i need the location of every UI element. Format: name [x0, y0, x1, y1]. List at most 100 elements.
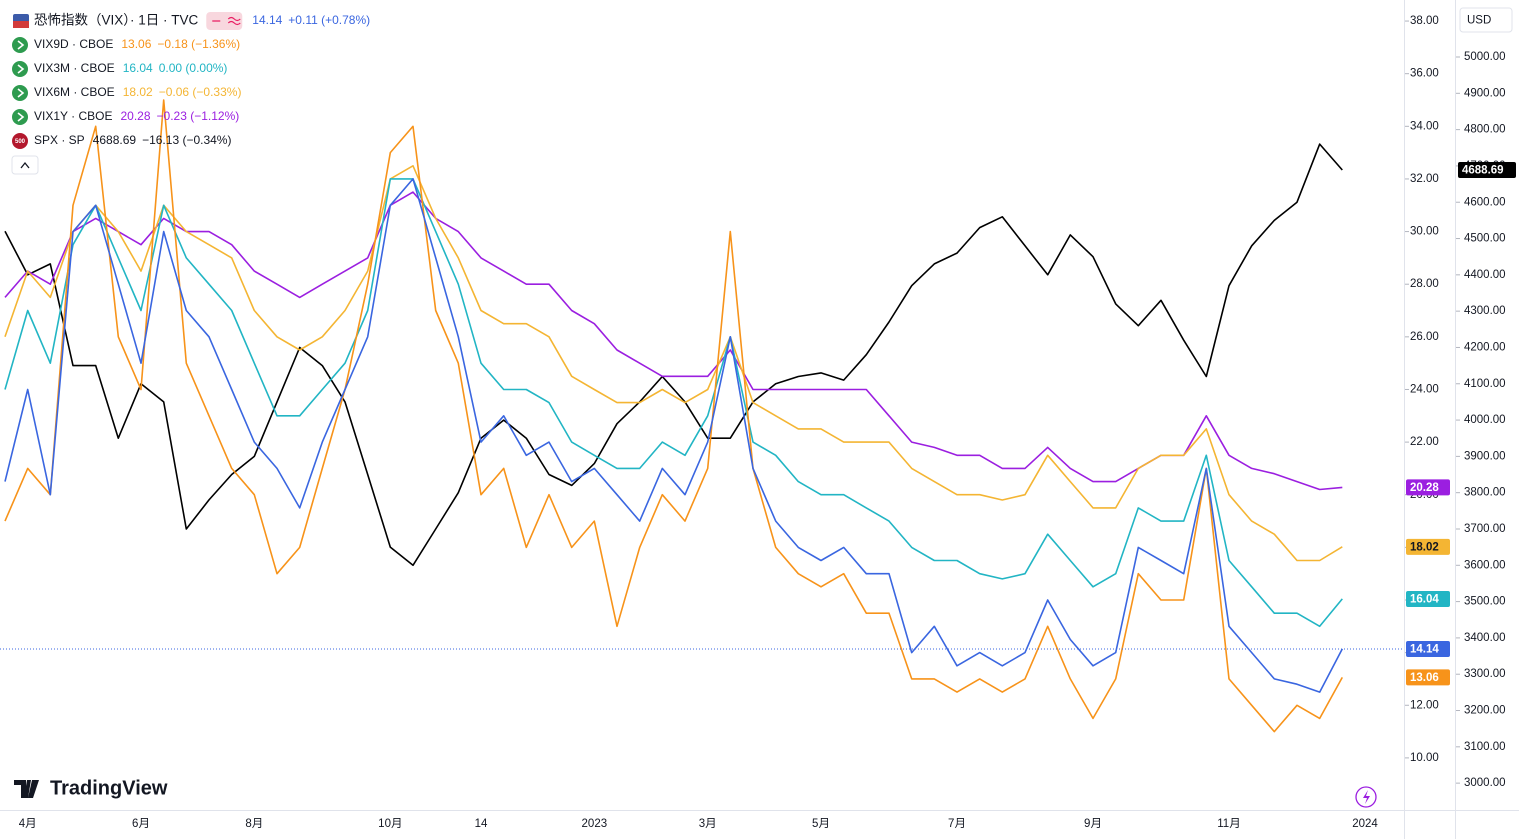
last-value-badge [1406, 640, 1450, 657]
y2-tick-label: 4200.00 [1464, 341, 1506, 353]
y2-tick-label: 4100.00 [1464, 378, 1506, 390]
series-line [4, 143, 1343, 567]
legend-symbol-arrow [17, 88, 25, 98]
y2-tick-label: 4600.00 [1464, 196, 1506, 208]
last-value-label: 20.28 [1410, 482, 1439, 494]
legend-row[interactable]: VIX1Y · CBOE 20.28 −0.23 (−1.12%) [12, 109, 239, 125]
y2-tick-label: 3600.00 [1464, 559, 1506, 571]
legend-row[interactable]: VIX9D · CBOE 13.06 −0.18 (−1.36%) [12, 37, 240, 53]
x-tick-label: 5月 [812, 818, 830, 830]
legend-change: +0.11 (+0.78%) [288, 13, 370, 27]
y-tick-label: 34.00 [1410, 120, 1439, 132]
last-value-badge [1406, 669, 1450, 686]
series-line [4, 178, 1344, 693]
legend-name: SPX · SP [34, 133, 85, 147]
x-tick-label: 14 [475, 818, 488, 830]
legend-change: −16.13 (−0.34%) [142, 133, 231, 147]
currency-label[interactable]: USD [1467, 15, 1491, 27]
y2-tick-label: 5000.00 [1464, 51, 1506, 63]
y-tick-label: 32.00 [1410, 173, 1439, 185]
plot-area [0, 99, 1404, 733]
legend-change: −0.06 (−0.33%) [159, 85, 242, 99]
legend-value: 14.14 [252, 13, 282, 27]
legend-value: 16.04 [123, 61, 153, 75]
brand-logo: TradingView [14, 777, 168, 799]
y-tick-label: 10.00 [1410, 752, 1439, 764]
collapse-legend-button[interactable] [11, 155, 39, 175]
legend-value: 20.28 [120, 109, 150, 123]
last-value-label: 13.06 [1410, 672, 1439, 684]
x-tick-label: 8月 [245, 818, 263, 830]
axes: 4月 6月 8月 10月 14 2023 3月 5月 7月 9月 11月 2024 10.00 12.00… [19, 15, 1516, 830]
legend-value: 4688.69 [93, 133, 137, 147]
series-line [4, 99, 1344, 733]
legend-name: VIX6M · CBOE [34, 85, 115, 99]
y-tick-label: 28.00 [1410, 278, 1439, 290]
y-tick-label: 38.00 [1410, 15, 1439, 27]
legend: 恐怖指数（VIX）· 1日 · TVC 14.14 +0.11 (+0.78%) VI… [12, 12, 370, 149]
y2-tick-label: 3100.00 [1464, 741, 1506, 753]
y-tick-label: 26.00 [1410, 331, 1439, 343]
y2-tick-label: 4000.00 [1464, 414, 1506, 426]
legend-symbol-icon [12, 133, 28, 149]
legend-symbol-icon [12, 37, 28, 53]
y2-tick-label: 4900.00 [1464, 87, 1506, 99]
legend-row[interactable]: VIX6M · CBOE 18.02 −0.06 (−0.33%) [12, 85, 241, 101]
last-value-label: 18.02 [1410, 541, 1439, 553]
x-tick-label: 10月 [378, 818, 402, 830]
y2-tick-label: 4400.00 [1464, 269, 1506, 281]
x-tick-label: 2024 [1352, 818, 1378, 830]
last-value-badge [1406, 538, 1450, 555]
brand-name: TradingView [50, 777, 168, 799]
y2-tick-label: 3900.00 [1464, 450, 1506, 462]
legend-name: VIX9D · CBOE [34, 37, 113, 51]
legend-row[interactable]: 恐怖指数（VIX）· 1日 · TVC 14.14 +0.11 (+0.78%) [13, 12, 370, 30]
series-line [4, 178, 1343, 628]
x-tick-label: 7月 [948, 818, 966, 830]
legend-symbol-icon [12, 85, 28, 101]
y-tick-label: 12.00 [1410, 699, 1439, 711]
y2-tick-label: 4800.00 [1464, 124, 1506, 136]
legend-symbol-arrow [17, 112, 25, 122]
y-tick-label: 22.00 [1410, 436, 1439, 448]
last-value-label: 14.14 [1410, 643, 1439, 655]
y2-tick-label: 3800.00 [1464, 487, 1506, 499]
series-line [4, 191, 1343, 491]
last-value-badge [1406, 590, 1450, 607]
y2-tick-label: 3200.00 [1464, 705, 1506, 717]
x-tick-label: 2023 [582, 818, 608, 830]
y-tick-label: 24.00 [1410, 384, 1439, 396]
collapse-icon [20, 161, 30, 169]
x-tick-label: 11月 [1217, 818, 1240, 830]
legend-symbol-icon [12, 61, 28, 77]
y2-tick-label: 3700.00 [1464, 523, 1506, 535]
legend-compare-button[interactable] [206, 12, 243, 30]
x-tick-label: 6月 [132, 818, 150, 830]
logo-icon [14, 780, 39, 798]
legend-compare-icon [212, 16, 241, 26]
currency-button[interactable] [1459, 7, 1513, 33]
y2-tick-label: 3400.00 [1464, 632, 1506, 644]
legend-symbol-arrow [17, 40, 25, 50]
x-tick-label: 3月 [699, 818, 717, 830]
lightning-icon [1363, 790, 1370, 804]
legend-flag-stripe [13, 21, 29, 28]
last-value-label: 4688.69 [1462, 165, 1504, 177]
x-tick-label: 9月 [1084, 818, 1102, 830]
last-value-badge [1458, 162, 1516, 179]
y-tick-label: 36.00 [1410, 68, 1439, 80]
legend-name: 恐怖指数（VIX）· 1日 · TVC [34, 12, 199, 28]
legend-value: 18.02 [123, 85, 153, 99]
legend-symbol-icon [12, 109, 28, 125]
y2-tick-label: 3300.00 [1464, 668, 1506, 680]
legend-row[interactable]: 500 SPX · SP 4688.69 −16.13 (−0.34%) [12, 133, 231, 149]
last-value-label: 16.04 [1410, 593, 1439, 605]
legend-name: VIX3M · CBOE [34, 61, 115, 75]
y-tick-label: 30.00 [1410, 226, 1439, 238]
legend-value: 13.06 [121, 37, 151, 51]
legend-row[interactable]: VIX3M · CBOE 16.04 0.00 (0.00%) [12, 61, 227, 77]
x-tick-label: 4月 [19, 818, 37, 830]
series-line [4, 165, 1343, 562]
